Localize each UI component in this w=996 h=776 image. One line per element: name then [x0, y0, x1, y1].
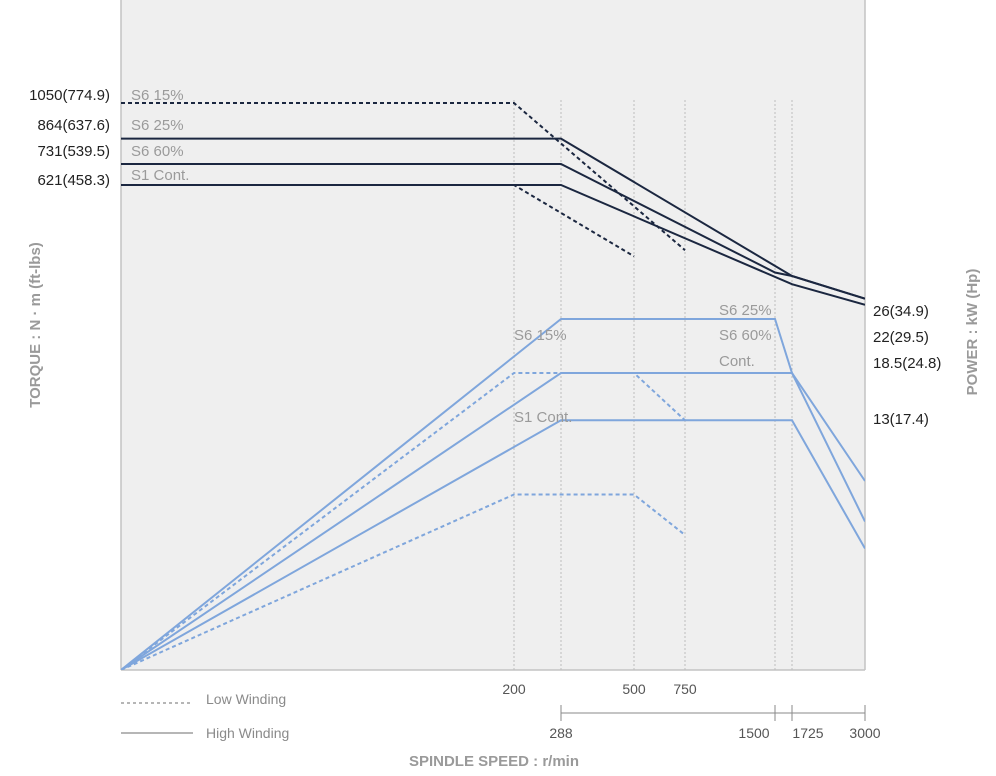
power-tick-22: 22(29.5)	[873, 329, 929, 346]
legend-low-label: Low Winding	[206, 691, 286, 707]
series-power-high-7	[121, 318, 865, 670]
power-tick-18-5: 18.5(24.8)	[873, 355, 941, 372]
x-tick-high-1725: 1725	[792, 725, 823, 741]
x-tick-low-500: 500	[622, 681, 646, 697]
series-lines	[121, 102, 865, 670]
power-label-s6-25: S6 25%	[719, 302, 772, 319]
x-tick-high-1500: 1500	[738, 725, 769, 741]
torque-axis-title: TORQUE : N · m (ft-lbs)	[27, 242, 44, 408]
torque-tick-1050: 1050(774.9)	[29, 87, 110, 104]
x-tick-low-200: 200	[502, 681, 526, 697]
series-power-low-5	[121, 372, 686, 670]
torque-label-s6-25: S6 25%	[131, 117, 184, 134]
x-axis-title: SPINDLE SPEED : r/min	[409, 753, 579, 770]
power-tick-26: 26(34.9)	[873, 303, 929, 320]
power-tick-13: 13(17.4)	[873, 411, 929, 428]
torque-label-s1-cont: S1 Cont.	[131, 167, 189, 184]
series-torque-high-3	[121, 163, 865, 300]
series-power-high-8	[121, 372, 865, 670]
torque-tick-731: 731(539.5)	[37, 143, 110, 160]
x-tick-high-288: 288	[549, 725, 573, 741]
torque-tick-621: 621(458.3)	[37, 172, 110, 189]
power-axis-title: POWER : kW (Hp)	[964, 269, 981, 396]
power-label-s6-60: S6 60%	[719, 327, 772, 344]
power-label-s6-15: S6 15%	[514, 327, 567, 344]
series-torque-low-0	[121, 102, 686, 251]
series-power-high-9	[121, 419, 865, 670]
series-torque-high-4	[121, 184, 865, 306]
torque-label-s6-15: S6 15%	[131, 87, 184, 104]
high-winding-tick-bar	[560, 705, 866, 721]
x-tick-low-750: 750	[673, 681, 697, 697]
plot-area	[121, 0, 865, 670]
legend-high-label: High Winding	[206, 725, 289, 741]
series-power-low-6	[121, 493, 686, 670]
torque-tick-864: 864(637.6)	[37, 117, 110, 134]
gridlines	[513, 100, 793, 670]
power-label-cont: Cont.	[719, 353, 755, 370]
torque-label-s6-60: S6 60%	[131, 143, 184, 160]
x-tick-high-3000: 3000	[849, 725, 880, 741]
power-label-s1-cont: S1 Cont.	[514, 409, 572, 426]
